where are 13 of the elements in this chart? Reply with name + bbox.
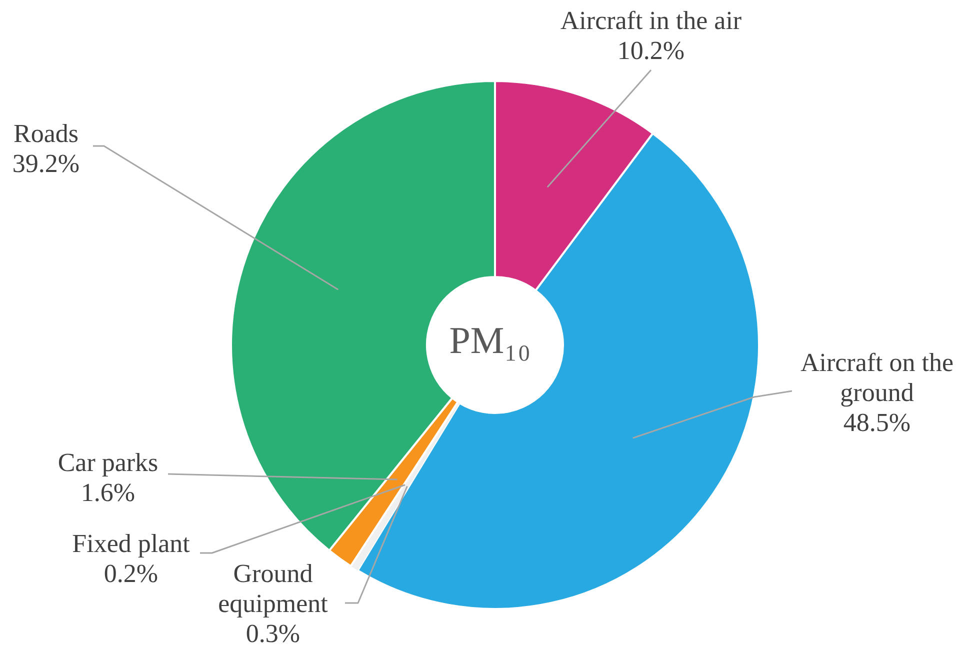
data-label: 39.2% [12,149,80,178]
slice-label: Fixed plant [72,529,191,558]
slice-label: Aircraft on the ground [800,348,954,407]
data-label: 10.2% [617,36,685,65]
slice-label: Ground equipment [218,559,329,618]
slice-label: Roads [14,119,78,148]
slice-label: Car parks [58,448,158,477]
slice-label: Aircraft in the air [560,6,742,35]
data-label: 0.3% [246,619,300,648]
data-label: 48.5% [843,408,911,437]
text: PM₁₀ [448,319,532,364]
data-label: 1.6% [80,478,136,507]
data-label: 0.2% [104,559,158,588]
